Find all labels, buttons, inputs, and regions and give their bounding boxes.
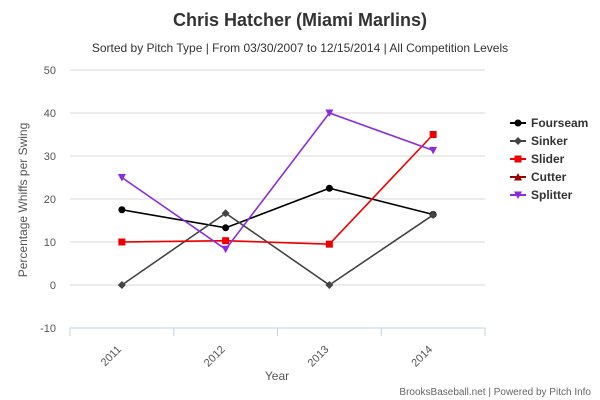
x-axis: 2011 2012 2013 2014 <box>69 327 486 370</box>
data-point <box>221 209 230 218</box>
legend-label: Fourseam <box>531 116 588 130</box>
chart-title: Chris Hatcher (Miami Marlins) <box>173 10 427 30</box>
y-tick-label: 50 <box>44 65 56 77</box>
legend-label: Sinker <box>531 134 568 148</box>
y-tick-label: 20 <box>44 194 56 206</box>
legend-label: Splitter <box>531 188 573 202</box>
legend-item-slider[interactable]: Slider <box>510 152 565 166</box>
data-point <box>514 173 522 181</box>
series-group <box>117 109 438 289</box>
y-tick-label: 10 <box>44 237 56 249</box>
data-point <box>325 184 333 192</box>
data-point <box>222 224 230 232</box>
series-line <box>121 112 434 251</box>
series-sinker <box>117 209 438 289</box>
x-tick-label: 2013 <box>306 344 332 370</box>
y-tick-label: 40 <box>44 108 56 120</box>
x-tick-label: 2014 <box>409 344 435 370</box>
data-point <box>514 191 522 199</box>
chart-credit: BrooksBaseball.net | Powered by Pitch In… <box>399 387 591 398</box>
data-point <box>514 155 522 163</box>
data-point <box>118 238 126 246</box>
series-slider <box>118 131 437 248</box>
chart-subtitle: Sorted by Pitch Type | From 03/30/2007 t… <box>92 41 508 55</box>
grid-lines <box>70 69 485 329</box>
data-point <box>221 245 230 254</box>
legend-item-sinker[interactable]: Sinker <box>510 134 568 148</box>
legend-item-splitter[interactable]: Splitter <box>510 188 573 202</box>
y-tick-label: 30 <box>44 151 56 163</box>
y-axis-title: Percentage Whiffs per Swing <box>16 123 30 278</box>
legend-label: Cutter <box>531 170 567 184</box>
y-tick-label: 0 <box>50 280 56 292</box>
data-point <box>117 174 126 182</box>
series-splitter <box>117 109 438 254</box>
legend-item-fourseam[interactable]: Fourseam <box>510 116 588 130</box>
data-point <box>429 210 438 219</box>
data-point <box>514 119 522 127</box>
series-line <box>121 212 434 286</box>
x-tick-label: 2011 <box>99 344 124 369</box>
data-point <box>222 237 230 245</box>
data-point <box>514 137 522 145</box>
x-axis-title: Year <box>265 369 289 383</box>
data-point <box>429 146 438 155</box>
x-tick-label: 2012 <box>202 344 228 370</box>
data-point <box>325 281 334 289</box>
data-point <box>325 240 333 248</box>
series-line <box>121 133 434 245</box>
y-tick-label: -10 <box>40 323 56 335</box>
data-point <box>325 109 334 117</box>
legend-label: Slider <box>531 152 565 166</box>
data-point <box>429 131 437 138</box>
legend-item-cutter[interactable]: Cutter <box>510 170 567 184</box>
y-axis: -10 0 10 20 30 40 50 <box>40 65 56 335</box>
data-point <box>117 281 126 289</box>
series-line <box>121 187 434 229</box>
legend: Fourseam Sinker Slider Cutter Splitter <box>510 116 588 202</box>
data-point <box>118 206 126 214</box>
